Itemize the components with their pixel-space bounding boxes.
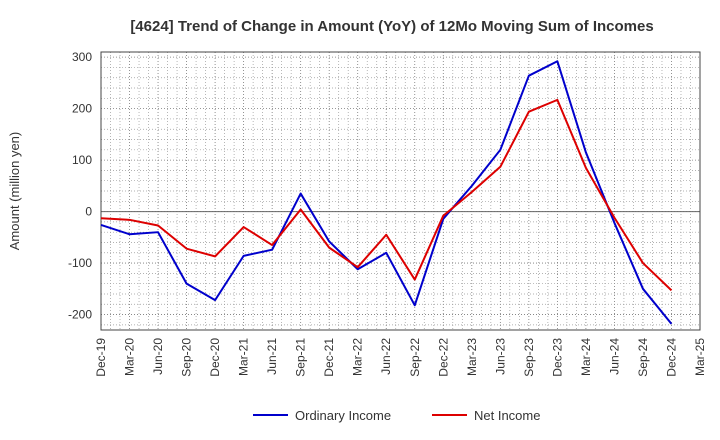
legend-label: Net Income bbox=[474, 408, 540, 423]
y-tick-label: 200 bbox=[72, 102, 92, 116]
y-tick-label: 0 bbox=[85, 205, 92, 219]
x-tick-label: Dec-24 bbox=[664, 338, 678, 377]
x-tick-label: Dec-23 bbox=[550, 338, 564, 377]
x-tick-label: Jun-23 bbox=[493, 338, 507, 375]
y-axis-label: Amount (million yen) bbox=[7, 132, 22, 251]
y-tick-label: -100 bbox=[68, 256, 92, 270]
x-tick-label: Jun-22 bbox=[379, 338, 393, 375]
plot-border bbox=[100, 51, 701, 331]
y-tick-label: 100 bbox=[72, 153, 92, 167]
x-tick-label: Jun-20 bbox=[151, 338, 165, 375]
x-tick-label: Sep-22 bbox=[408, 338, 422, 377]
plot-background bbox=[101, 52, 700, 330]
x-tick-label: Jun-21 bbox=[265, 338, 279, 375]
x-tick-label: Mar-24 bbox=[579, 338, 593, 376]
x-tick-label: Mar-22 bbox=[351, 338, 365, 376]
x-tick-label: Mar-21 bbox=[237, 338, 251, 376]
x-tick-label: Dec-19 bbox=[94, 338, 108, 377]
x-tick-label: Sep-20 bbox=[180, 338, 194, 377]
x-tick-label: Mar-20 bbox=[123, 338, 137, 376]
y-tick-label: 300 bbox=[72, 50, 92, 64]
chart-title: [4624] Trend of Change in Amount (YoY) o… bbox=[130, 18, 653, 35]
x-tick-label: Jun-24 bbox=[607, 338, 621, 375]
x-tick-label: Mar-25 bbox=[693, 338, 707, 376]
plot-area: 300 200 100 0 -100 -200 Dec-19 Mar-20 Jun-20 Sep-… bbox=[68, 50, 707, 377]
x-tick-label: Mar-23 bbox=[465, 338, 479, 376]
x-tick-label: Sep-24 bbox=[636, 338, 650, 377]
legend-label: Ordinary Income bbox=[295, 408, 391, 423]
x-tick-label: Dec-20 bbox=[208, 338, 222, 377]
x-tick-label: Dec-21 bbox=[322, 338, 336, 377]
x-tick-label: Dec-22 bbox=[436, 338, 450, 377]
legend: Ordinary Income Net Income bbox=[253, 408, 540, 423]
x-tick-label: Sep-23 bbox=[522, 338, 536, 377]
y-tick-label: -200 bbox=[68, 308, 92, 322]
x-tick-label: Sep-21 bbox=[294, 338, 308, 377]
